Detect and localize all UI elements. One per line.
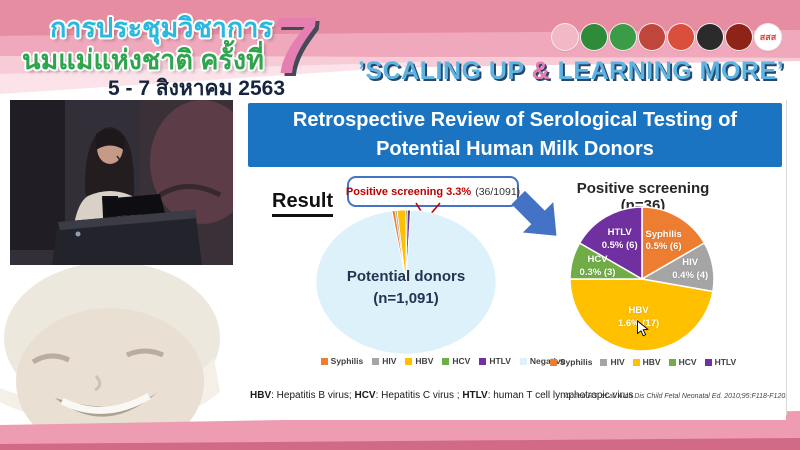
tagline-ampersand: & <box>531 57 551 85</box>
header-stripe-dark <box>0 0 800 36</box>
citation: Cohen RS, et al. Arch Dis Child Fetal Ne… <box>565 393 788 400</box>
baby-photo <box>0 260 245 450</box>
slide-title-line2: Potential Human Milk Donors <box>376 138 654 160</box>
speaker-video[interactable] <box>10 100 254 265</box>
pie-slice-syphilis <box>641 206 706 281</box>
positive-screening-callout: Positive screening 3.3% (36/1091) <box>345 176 521 207</box>
presentation-slide: Retrospective Review of Serological Test… <box>240 98 788 420</box>
baby-face <box>16 308 204 450</box>
legend-color-swatch <box>442 357 450 365</box>
slide-title-bar: Retrospective Review of Serological Test… <box>248 103 782 167</box>
conference-number-7: 7 <box>267 1 322 90</box>
legend-color-swatch <box>372 357 380 365</box>
pie-slice-label-hcv: HCV 0.3% (3) <box>579 254 616 279</box>
pie-slice-label-syphilis: Syphilis 0.5% (6) <box>645 228 682 253</box>
legend-color-swatch <box>704 358 712 366</box>
conference-date: 5 - 7 สิงหาคม 2563 <box>108 77 286 100</box>
legend-color-swatch <box>668 358 676 366</box>
callout-detail: (36/1091) <box>475 185 521 198</box>
legend-color-swatch <box>405 357 413 365</box>
pie-slice-label-hiv: HIV 0.4% (4) <box>672 257 709 282</box>
thaihealth-sss-logo: สสส <box>755 24 781 50</box>
tagline-close: LEARNING MORE’ <box>550 57 785 85</box>
legend-item-hbv: HBV <box>632 357 661 367</box>
legend-item-hbv: HBV <box>405 356 433 366</box>
legend-item-hiv: HIV <box>372 356 396 366</box>
projected-baby-image <box>150 100 254 224</box>
legend-color-swatch <box>600 358 608 366</box>
slide-right-edge <box>786 100 787 415</box>
legend-item-hcv: HCV <box>442 356 470 366</box>
laptop <box>102 194 165 217</box>
legend-color-swatch <box>320 357 328 365</box>
callout-highlight: Positive screening 3.3% <box>345 185 472 198</box>
conference-title-line1: การประชุมวิชาการ <box>50 13 273 43</box>
speaker-video-frame <box>10 100 254 265</box>
potential-donors-pie-svg <box>315 209 497 355</box>
breastfeeding-foundation-logo <box>552 24 578 50</box>
positive-screening-legend: Syphilis HIV HBV HCV HTLV <box>549 357 736 367</box>
ministry-health-green-logo <box>581 24 607 50</box>
legend-item-syphilis: Syphilis <box>549 357 592 367</box>
down-right-arrow-icon <box>511 190 557 236</box>
legend-color-swatch <box>519 357 527 365</box>
health-department-green-logo <box>610 24 636 50</box>
conference-tagline: ’SCALING UP & LEARNING MORE’ <box>358 57 785 86</box>
result-heading: Result <box>272 190 334 217</box>
red-university-emblem-logo <box>639 24 665 50</box>
potential-donors-pie: Potential donors (n=1,091) <box>315 209 497 355</box>
arrow-shape <box>511 190 557 236</box>
legend-color-swatch <box>549 358 557 366</box>
legend-item-htlv: HTLV <box>704 357 736 367</box>
header-banner <box>0 0 800 110</box>
bottom-pink-band <box>0 404 800 450</box>
nursing-college-logo <box>726 24 752 50</box>
royal-college-emblem-logo <box>668 24 694 50</box>
baby-eye-right <box>125 348 165 358</box>
pie-slice-hbv <box>569 278 714 352</box>
legend-item-syphilis: Syphilis <box>320 356 363 366</box>
legend-color-swatch <box>632 358 640 366</box>
slide-title-line1: Retrospective Review of Serological Test… <box>292 109 738 131</box>
pediatric-society-logo <box>697 24 723 50</box>
tagline-open: ’SCALING UP <box>358 57 532 85</box>
pie-slice-label-htlv: HTLV 0.5% (6) <box>601 227 638 252</box>
abbreviation-footnote: HBV: Hepatitis B virus; HCV: Hepatitis C… <box>250 390 634 401</box>
potential-donors-legend: Syphilis HIV HBV HCV HTLV Negative <box>288 356 598 366</box>
legend-color-swatch <box>479 357 487 365</box>
potential-donors-label: Potential donors (n=1,091) <box>346 268 466 307</box>
pie-slice-negative <box>315 209 497 355</box>
organizer-logos-row: สสส <box>552 24 781 50</box>
pie-slice-htlv <box>578 206 643 281</box>
legend-item-hcv: HCV <box>668 357 697 367</box>
legend-item-negative: Negative <box>519 356 565 366</box>
positive-screening-pie-svg <box>569 206 715 352</box>
legend-item-htlv: HTLV <box>479 356 511 366</box>
conference-title-line2: นมแม่แห่งชาติ ครั้งที่ <box>22 45 264 75</box>
legend-item-hiv: HIV <box>600 357 625 367</box>
mouse-cursor-icon <box>637 320 649 337</box>
baby-eye-left <box>31 353 71 365</box>
